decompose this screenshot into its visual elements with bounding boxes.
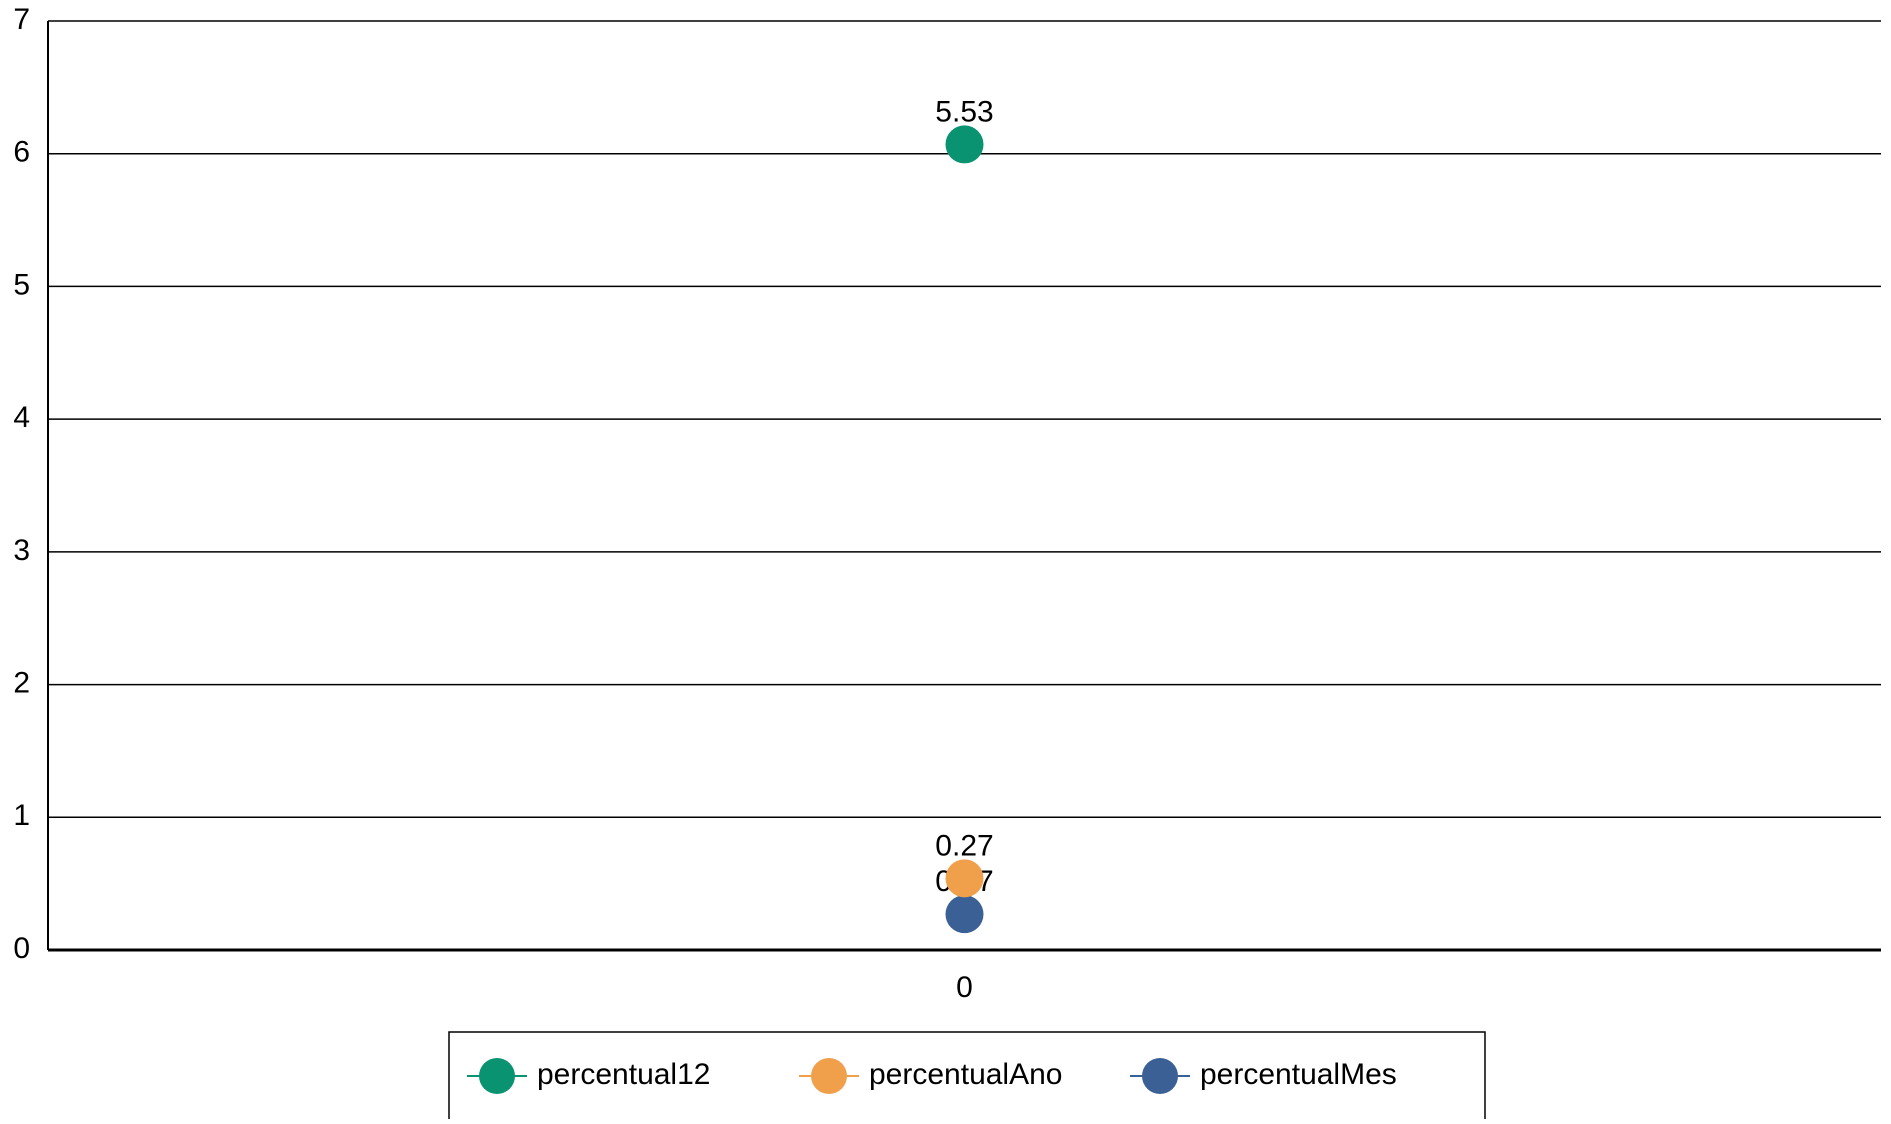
data-point xyxy=(945,859,984,898)
y-tick-label: 2 xyxy=(13,666,30,699)
y-tick-label: 7 xyxy=(13,3,30,36)
legend-marker xyxy=(1142,1058,1178,1094)
y-tick-label: 5 xyxy=(13,268,30,301)
data-point xyxy=(945,125,984,164)
data-point xyxy=(945,895,984,934)
legend-label: percentual12 xyxy=(537,1058,710,1091)
data-label: 5.53 xyxy=(935,95,993,128)
legend-label: percentualMes xyxy=(1200,1058,1397,1091)
x-tick-label: 0 xyxy=(956,971,973,1004)
data-label: 0.27 xyxy=(935,829,993,862)
legend-box xyxy=(448,1031,1486,1124)
y-tick-label: 6 xyxy=(13,136,30,169)
y-tick-label: 1 xyxy=(13,799,30,832)
legend-marker xyxy=(479,1058,515,1094)
y-tick-label: 4 xyxy=(13,401,30,434)
legend-marker xyxy=(811,1058,847,1094)
legend-label: percentualAno xyxy=(869,1058,1062,1091)
y-tick-label: 0 xyxy=(13,932,30,965)
y-tick-label: 3 xyxy=(13,534,30,567)
